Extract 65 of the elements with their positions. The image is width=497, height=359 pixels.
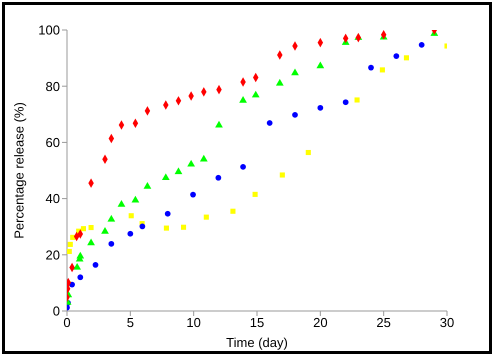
- point: [215, 120, 223, 128]
- point: [215, 174, 222, 181]
- y-tick-label: 60: [46, 135, 60, 150]
- y-tick-label: 100: [38, 22, 60, 38]
- point: [306, 150, 311, 156]
- point: [418, 42, 425, 48]
- point: [139, 224, 146, 230]
- y-tick-label: 80: [46, 78, 60, 94]
- point: [291, 68, 299, 76]
- y-tick-label: 0: [52, 304, 60, 319]
- point: [354, 97, 360, 103]
- point: [164, 226, 169, 231]
- point: [180, 224, 186, 230]
- point: [252, 192, 258, 197]
- point: [240, 164, 246, 170]
- point: [80, 226, 86, 232]
- x-tick-label: 25: [376, 315, 391, 330]
- point: [393, 53, 400, 60]
- point: [73, 262, 82, 270]
- y-tick-label: 40: [46, 191, 60, 206]
- point: [77, 274, 84, 280]
- point: [87, 238, 95, 246]
- y-axis-title: Percentage release (%): [12, 102, 27, 239]
- point: [187, 160, 196, 167]
- point: [276, 78, 284, 86]
- x-tick-label: 0: [63, 315, 71, 330]
- point: [68, 242, 73, 247]
- x-tick-label: 30: [440, 315, 454, 330]
- point: [316, 61, 324, 68]
- point: [164, 210, 171, 217]
- point: [368, 64, 374, 71]
- point: [292, 112, 298, 118]
- x-axis-title: Time (day): [226, 335, 288, 350]
- x-tick-label: 10: [186, 315, 201, 330]
- point: [342, 99, 349, 106]
- point: [88, 224, 94, 230]
- y-tick-label: 20: [46, 247, 60, 262]
- x-tick-label: 20: [313, 315, 328, 330]
- point: [67, 248, 72, 254]
- point: [317, 104, 324, 111]
- point: [92, 262, 98, 268]
- point: [127, 230, 134, 237]
- point: [132, 196, 140, 203]
- point: [239, 96, 247, 103]
- point: [190, 192, 196, 198]
- point: [144, 182, 152, 189]
- x-tick-label: 5: [126, 315, 134, 330]
- point: [108, 240, 114, 247]
- point: [230, 208, 236, 214]
- point: [174, 167, 182, 174]
- point: [280, 172, 285, 178]
- point: [380, 67, 385, 72]
- point: [128, 213, 134, 218]
- point: [107, 214, 116, 222]
- point: [101, 227, 109, 234]
- point: [404, 55, 410, 60]
- point: [118, 200, 126, 207]
- point: [200, 154, 208, 162]
- point: [76, 252, 84, 258]
- point: [162, 173, 170, 180]
- point: [204, 214, 209, 220]
- point: [252, 90, 260, 98]
- x-tick-label: 15: [250, 315, 264, 330]
- point: [266, 120, 273, 126]
- picture-frame: 0 5 10 15 20 25 30 Time (day) 0 20 40 60 80 100 Percentage release (%): [2, 2, 492, 354]
